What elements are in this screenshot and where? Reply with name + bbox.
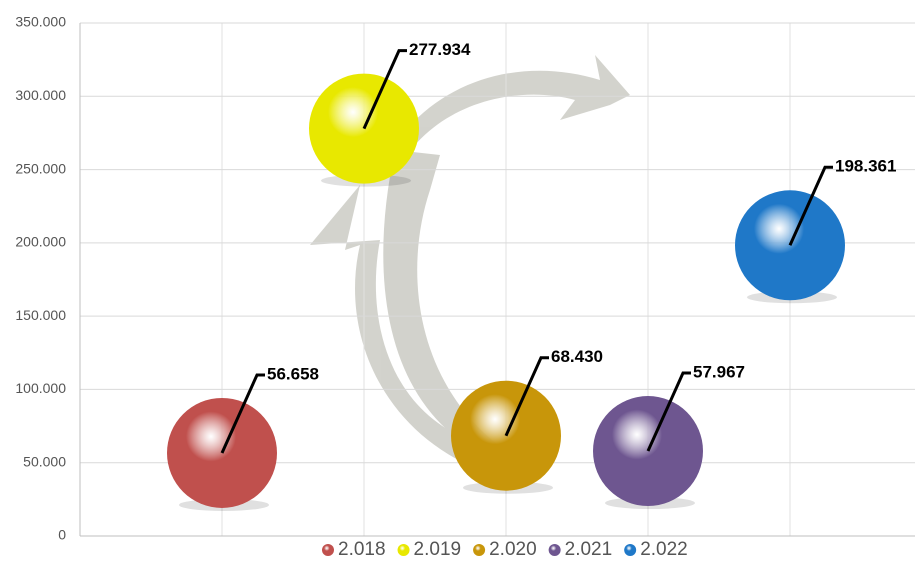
bubble (735, 190, 845, 301)
legend-label: 2.019 (414, 539, 462, 560)
label-leader (220, 373, 265, 454)
y-tick-label: 300.000 (15, 87, 66, 103)
data-label: 57.967 (693, 363, 745, 382)
legend-marker (397, 544, 410, 556)
data-label: 277.934 (409, 40, 471, 59)
data-label: 198.361 (835, 157, 896, 176)
legend-marker (322, 544, 334, 556)
legend-label: 2.022 (640, 539, 688, 560)
legend: 2.018 2.019 2.020 2.021 2.022 (322, 539, 688, 560)
y-tick-label: 100.000 (15, 380, 66, 396)
data-label: 56.658 (267, 364, 319, 383)
y-tick-label: 150.000 (15, 307, 66, 323)
legend-marker (624, 544, 637, 556)
legend-marker (473, 544, 486, 556)
label-leader (788, 165, 833, 246)
label-leader (504, 356, 549, 437)
y-tick-label: 0 (58, 527, 66, 543)
y-tick-label: 50.000 (23, 453, 66, 469)
legend-label: 2.018 (338, 539, 386, 560)
y-tick-label: 350.000 (15, 14, 66, 30)
label-leader (362, 49, 407, 130)
legend-label: 2.021 (565, 539, 613, 560)
y-tick-label: 200.000 (15, 234, 66, 250)
y-tick-label: 250.000 (15, 160, 66, 176)
data-label: 68.430 (551, 347, 603, 366)
legend-label: 2.020 (489, 539, 537, 560)
label-leader (646, 371, 691, 452)
legend-marker (548, 544, 561, 556)
